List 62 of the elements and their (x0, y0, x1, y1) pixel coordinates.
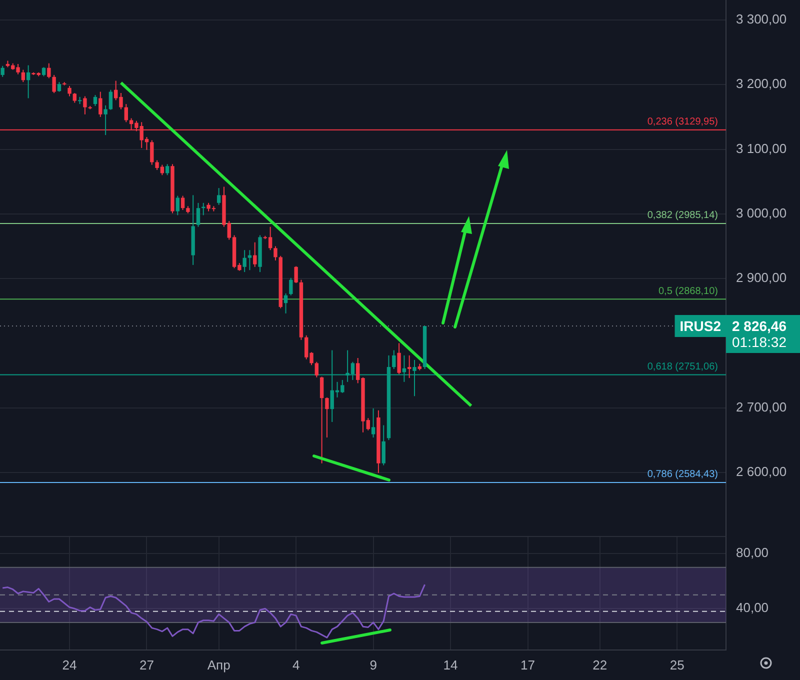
candlestick (248, 250, 252, 271)
text: 2 826,46 (732, 318, 787, 334)
candlestick (294, 266, 298, 284)
y-tick-label: 40,00 (736, 600, 769, 616)
candlestick (407, 354, 412, 379)
candlestick (284, 292, 288, 314)
candlestick (176, 195, 180, 216)
y-tick-label: 2 900,00 (736, 270, 787, 286)
candlestick (371, 408, 376, 438)
candlestick (165, 164, 170, 176)
y-tick-label: 3 200,00 (736, 76, 787, 92)
candlestick (325, 396, 329, 438)
x-tick-label: Апр (207, 657, 230, 672)
candlestick (98, 91, 102, 118)
candlestick (52, 74, 56, 94)
candlestick (150, 140, 154, 166)
text: 01:18:32 (732, 334, 787, 350)
candlestick (314, 361, 319, 378)
candlestick (68, 85, 72, 97)
ref-line-label: 0,5 (2868,10) (658, 286, 718, 297)
candlestick (289, 277, 293, 296)
candlestick (253, 242, 257, 268)
candlestick (274, 246, 278, 261)
y-tick-label: 80,00 (736, 545, 769, 560)
candlestick (72, 92, 77, 104)
ref-line-label: 0,382 (2985,14) (647, 210, 718, 222)
candlestick (216, 188, 221, 206)
candlestick (83, 96, 87, 115)
candlestick (242, 250, 246, 273)
candlestick (320, 376, 324, 464)
x-tick-label: 22 (592, 657, 608, 672)
x-tick-label: 27 (140, 657, 154, 672)
y-tick-label: 3 300,00 (736, 12, 787, 27)
candlestick (47, 62, 51, 79)
candlestick (42, 66, 46, 77)
candlestick (21, 69, 26, 83)
x-tick-label: 17 (520, 657, 535, 672)
x-tick-label: 24 (62, 657, 77, 672)
candlestick (104, 104, 108, 136)
ref-line-label: 0,618 (2751,06) (647, 362, 718, 373)
x-tick-label: 25 (670, 657, 684, 672)
y-tick-label: 2 600,00 (736, 464, 787, 479)
candlestick (392, 350, 396, 370)
x-tick-label: 14 (443, 657, 458, 672)
candlestick (382, 424, 386, 466)
candlestick (57, 82, 62, 92)
candlestick (108, 89, 113, 110)
candlestick (124, 104, 128, 123)
annotation: IRUS2 (680, 318, 722, 334)
candlestick (26, 64, 30, 99)
candlestick (93, 94, 98, 106)
x-tick-label: 9 (370, 657, 377, 672)
ref-line-label: 0,786 (2584,43) (647, 469, 718, 480)
y-tick-label: 3 100,00 (736, 140, 787, 156)
candlestick (397, 342, 401, 375)
y-tick-label: 3 000,00 (736, 205, 787, 220)
x-tick-label: 4 (292, 657, 300, 672)
candlestick (0, 65, 4, 78)
y-tick-label: 2 700,00 (736, 399, 787, 414)
candlestick (196, 202, 200, 228)
ref-line-label: 0,236 (3129,95) (647, 116, 718, 128)
candlestick (180, 195, 185, 211)
